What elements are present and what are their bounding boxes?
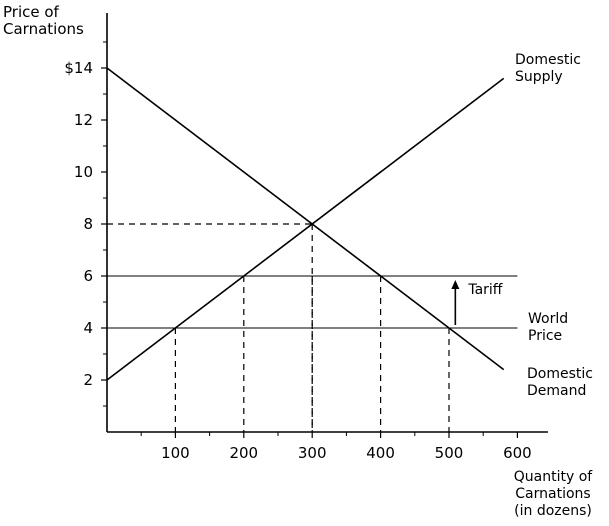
y-axis-title-line-1: Carnations <box>3 20 84 38</box>
series-line-1 <box>106 67 505 371</box>
demand-label-line-1: Demand <box>527 383 586 399</box>
supply-label-line-0: Domestic <box>515 52 581 68</box>
axis-ticks <box>101 41 519 438</box>
demand-label-line-0: Domestic <box>527 366 593 382</box>
x-axis-title-line-2: (in dozens) <box>514 503 592 519</box>
y-tick-label-4: 4 <box>83 319 93 337</box>
x-tick-label-600: 600 <box>503 444 532 462</box>
annotations: DomesticSupplyDomesticDemandWorldPriceTa… <box>451 52 593 399</box>
x-tick-label-400: 400 <box>366 444 395 462</box>
axes <box>106 13 548 433</box>
x-axis-title-line-1: Carnations <box>515 486 590 502</box>
y-tick-label-2: 2 <box>83 371 93 389</box>
y-tick-label-14: $14 <box>64 59 93 77</box>
series-lines <box>106 67 505 381</box>
y-tick-label-8: 8 <box>83 215 93 233</box>
world-price-label-line-1: Price <box>528 328 562 344</box>
tariff-label: Tariff <box>467 282 502 298</box>
x-tick-label-200: 200 <box>229 444 258 462</box>
dashed-guide-lines <box>107 223 450 432</box>
y-tick-label-6: 6 <box>83 267 93 285</box>
y-axis-title-line-0: Price of <box>3 3 60 21</box>
supply-label-line-1: Supply <box>515 69 563 85</box>
world-price-label-line-0: World <box>528 311 568 327</box>
series-line-0 <box>106 77 505 381</box>
y-tick-label-10: 10 <box>74 163 93 181</box>
x-tick-label-500: 500 <box>435 444 464 462</box>
y-tick-label-12: 12 <box>74 111 93 129</box>
x-tick-label-300: 300 <box>298 444 327 462</box>
tariff-arrow-head <box>451 280 460 289</box>
x-tick-label-100: 100 <box>161 444 190 462</box>
x-axis-title-line-0: Quantity of <box>514 469 594 485</box>
